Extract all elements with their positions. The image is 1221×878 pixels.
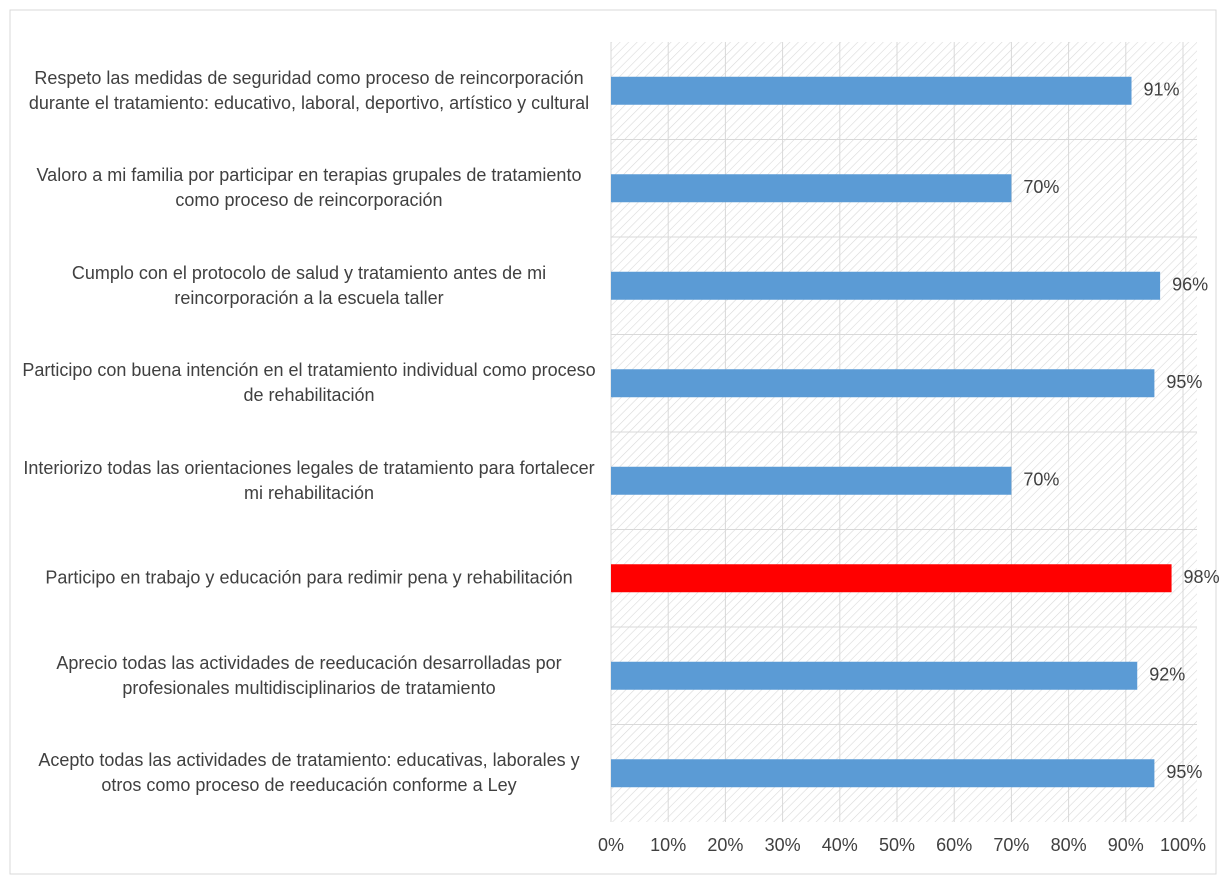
x-tick-label: 40%: [822, 835, 858, 855]
value-label: 70%: [1023, 470, 1059, 490]
category-label: Interiorizo todas las orientaciones lega…: [23, 457, 595, 503]
chart-border: [9, 9, 1217, 875]
x-tick-label: 10%: [650, 835, 686, 855]
bar: [611, 564, 1172, 593]
value-label: 98%: [1184, 567, 1220, 587]
value-label: 91%: [1144, 80, 1180, 100]
bar: [611, 76, 1132, 105]
x-tick-label: 30%: [765, 835, 801, 855]
x-tick-label: 100%: [1160, 835, 1206, 855]
value-label: 95%: [1166, 762, 1202, 782]
bar: [611, 369, 1155, 398]
x-tick-label: 60%: [936, 835, 972, 855]
category-label: Valoro a mi familia por participar en te…: [36, 165, 582, 211]
bar: [611, 271, 1161, 300]
category-label: Cumplo con el protocolo de salud y trata…: [71, 262, 547, 308]
value-label: 70%: [1023, 177, 1059, 197]
x-tick-label: 70%: [993, 835, 1029, 855]
category-label: Participo en trabajo y educación para re…: [45, 567, 573, 588]
bar: [611, 466, 1012, 495]
bar: [611, 759, 1155, 788]
category-label: Respeto las medidas de seguridad como pr…: [28, 67, 590, 113]
category-label: Participo con buena intención en el trat…: [22, 360, 596, 406]
value-label: 95%: [1166, 372, 1202, 392]
x-tick-label: 20%: [707, 835, 743, 855]
bar: [611, 661, 1138, 690]
x-tick-label: 50%: [879, 835, 915, 855]
category-label: Acepto todas las actividades de tratamie…: [38, 750, 580, 796]
x-tick-label: 80%: [1051, 835, 1087, 855]
value-label: 96%: [1172, 275, 1208, 295]
x-tick-label: 90%: [1108, 835, 1144, 855]
value-label: 92%: [1149, 665, 1185, 685]
x-tick-label: 0%: [598, 835, 624, 855]
category-label: Aprecio todas las actividades de reeduca…: [56, 652, 562, 698]
bar: [611, 174, 1012, 203]
